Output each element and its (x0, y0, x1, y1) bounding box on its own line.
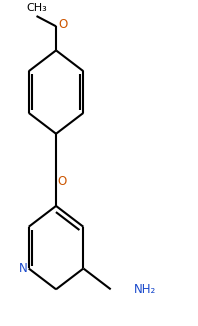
Text: NH₂: NH₂ (134, 283, 156, 296)
Text: O: O (58, 18, 67, 31)
Text: CH₃: CH₃ (26, 4, 47, 13)
Text: O: O (57, 175, 66, 188)
Text: N: N (19, 262, 28, 275)
